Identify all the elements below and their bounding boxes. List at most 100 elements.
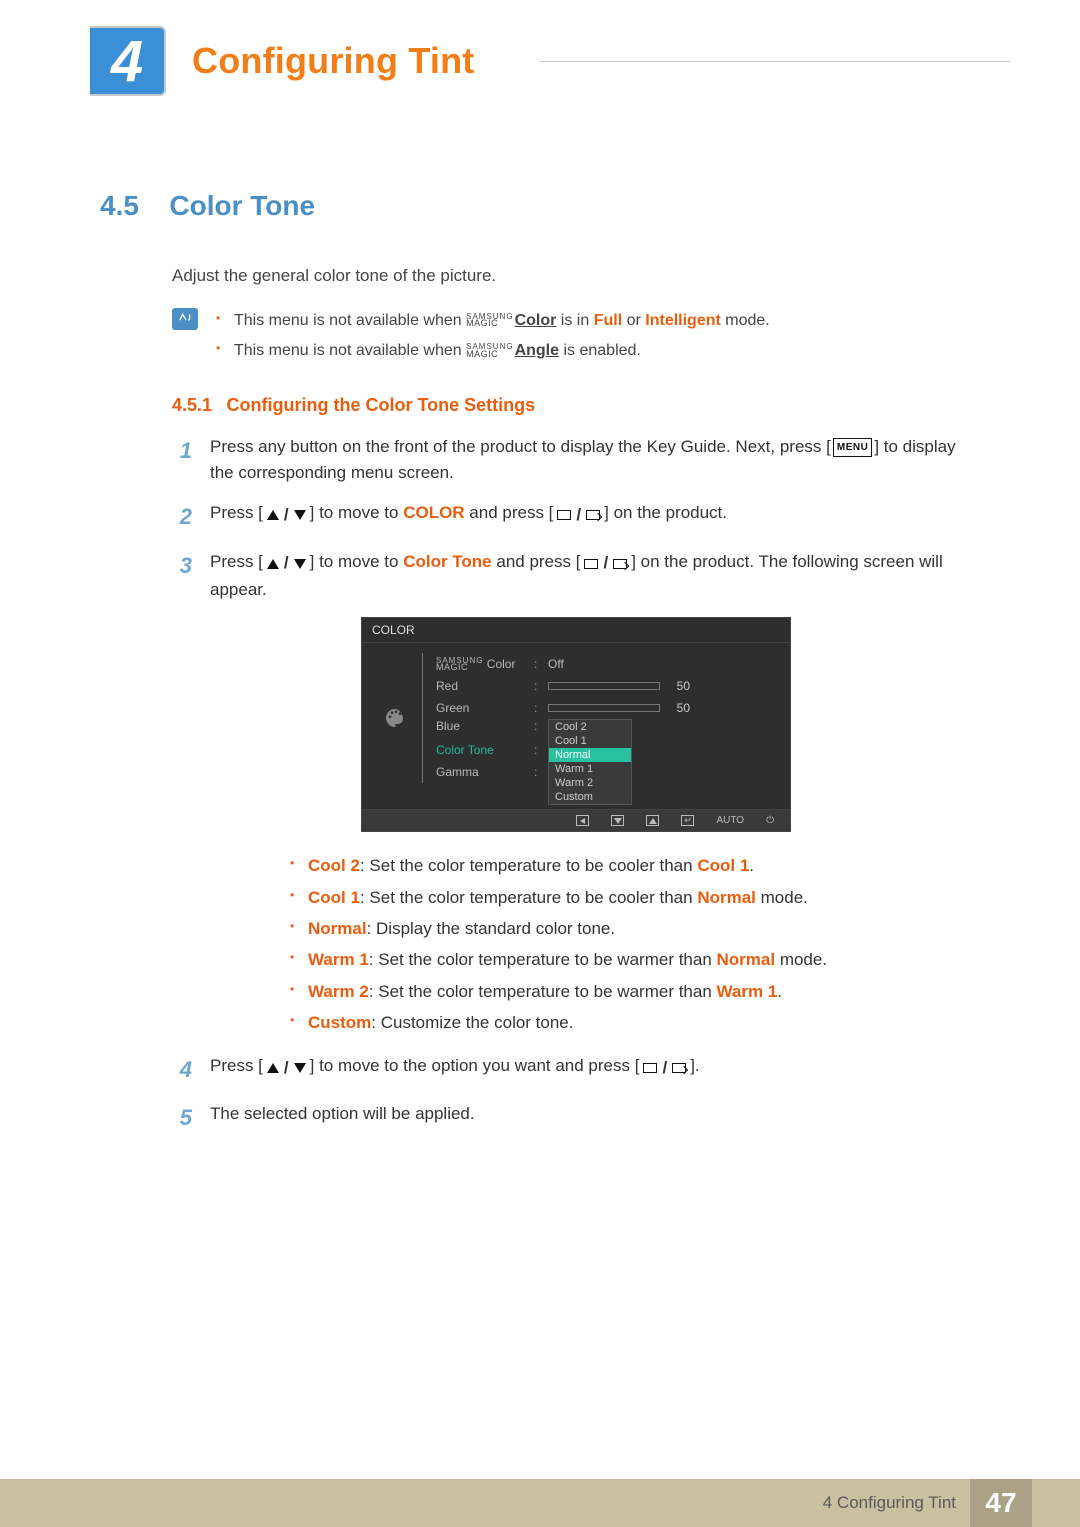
- bullet-text: mode.: [756, 888, 808, 907]
- osd-label-active: Color Tone: [436, 743, 528, 757]
- osd-row-red: Red : 50: [422, 675, 776, 697]
- bullet-text: : Set the color temperature to be warmer…: [369, 950, 717, 969]
- bullet-item: Normal: Display the standard color tone.: [290, 913, 980, 944]
- bullet-item: Warm 1: Set the color temperature to be …: [290, 944, 980, 975]
- osd-down-icon: [611, 815, 624, 826]
- osd-row-green: Green : 50: [422, 697, 776, 719]
- chapter-number-badge: 4: [90, 26, 166, 96]
- osd-label: Red: [436, 679, 528, 693]
- bullet-text: : Customize the color tone.: [371, 1013, 573, 1032]
- page-content: 4.5 Color Tone Adjust the general color …: [100, 190, 980, 1149]
- osd-enter-icon: ↵: [681, 815, 694, 826]
- bullet-text: .: [777, 982, 782, 1001]
- step-text: and press [: [465, 503, 554, 522]
- step-text: Press [: [210, 1056, 263, 1075]
- section-heading: 4.5 Color Tone: [100, 190, 980, 222]
- osd-row-blue: Blue : Cool 2Cool 1NormalWarm 1Warm 2Cus…: [422, 719, 776, 741]
- osd-option: Warm 1: [549, 762, 631, 776]
- step-number: 2: [172, 500, 192, 534]
- select-enter-icon: /: [557, 502, 600, 528]
- page-number: 47: [970, 1479, 1032, 1527]
- osd-row-magic: SAMSUNGMAGIC Color : Off: [422, 653, 776, 675]
- step-item: 3 Press [/] to move to Color Tone and pr…: [172, 549, 980, 604]
- chapter-header: 4 Configuring Tint: [0, 26, 1080, 96]
- bullet-text: mode.: [775, 950, 827, 969]
- bullet-text: : Set the color temperature to be cooler…: [360, 888, 697, 907]
- magic-word: Angle: [515, 342, 559, 359]
- up-down-icon: /: [267, 1055, 306, 1081]
- osd-slider: [548, 682, 660, 690]
- note-text: is in: [556, 312, 593, 329]
- up-down-icon: /: [267, 550, 306, 576]
- osd-label: Blue: [436, 719, 528, 733]
- bullet-label: Warm 1: [308, 950, 369, 969]
- osd-title: COLOR: [362, 618, 790, 643]
- samsung-magic-label: SAMSUNGMAGIC: [466, 314, 513, 328]
- osd-option: Custom: [549, 790, 631, 804]
- footer-text: 4 Configuring Tint: [823, 1493, 970, 1513]
- bullet-text: : Display the standard color tone.: [367, 919, 616, 938]
- note-text: This menu is not available when: [234, 312, 466, 329]
- step-text: and press [: [492, 552, 581, 571]
- step-text: Press [: [210, 503, 263, 522]
- bullet-label: Normal: [308, 919, 367, 938]
- step-number: 4: [172, 1053, 192, 1087]
- bullet-ref: Cool 1: [697, 856, 749, 875]
- bullet-text: : Set the color temperature to be cooler…: [360, 856, 697, 875]
- step-text: ] on the product.: [604, 503, 727, 522]
- note-text: mode.: [721, 312, 770, 329]
- header-divider: [540, 61, 1010, 62]
- section-title: Color Tone: [169, 190, 315, 221]
- chapter-title: Configuring Tint: [192, 40, 474, 82]
- osd-auto-label: AUTO: [716, 815, 744, 826]
- section-number: 4.5: [100, 190, 139, 221]
- step-text: ] to move to: [310, 503, 404, 522]
- bullet-text: : Set the color temperature to be warmer…: [369, 982, 717, 1001]
- note-text: or: [622, 312, 645, 329]
- osd-label: Color: [483, 657, 515, 671]
- osd-footer: ↵ AUTO ⏻: [362, 809, 790, 831]
- note-icon: [172, 308, 198, 330]
- emphasis: Intelligent: [645, 312, 721, 329]
- menu-key-icon: MENU: [833, 438, 872, 458]
- emphasis: Full: [594, 312, 622, 329]
- step-text: ].: [690, 1056, 699, 1075]
- samsung-magic-label: SAMSUNGMAGIC: [466, 344, 513, 358]
- palette-icon: [381, 706, 409, 730]
- step-text: Press any button on the front of the pro…: [210, 437, 831, 456]
- osd-slider: [548, 704, 660, 712]
- step-text: ] to move to the option you want and pre…: [310, 1056, 640, 1075]
- option-bullets: Cool 2: Set the color temperature to be …: [290, 850, 980, 1039]
- bullet-item: Cool 1: Set the color temperature to be …: [290, 882, 980, 913]
- note-item: This menu is not available when SAMSUNGM…: [216, 336, 770, 366]
- bullet-ref: Warm 1: [717, 982, 778, 1001]
- select-enter-icon: /: [584, 550, 627, 576]
- step-item: 5 The selected option will be applied.: [172, 1101, 980, 1135]
- emphasis: COLOR: [403, 503, 464, 522]
- osd-back-icon: [576, 815, 589, 826]
- select-enter-icon: /: [643, 1055, 686, 1081]
- note-text: This menu is not available when: [234, 342, 466, 359]
- section-description: Adjust the general color tone of the pic…: [172, 266, 980, 286]
- step-text: The selected option will be applied.: [210, 1101, 980, 1135]
- bullet-label: Custom: [308, 1013, 371, 1032]
- bullet-item: Cool 2: Set the color temperature to be …: [290, 850, 980, 881]
- osd-value: 50: [666, 701, 690, 715]
- bullet-item: Custom: Customize the color tone.: [290, 1007, 980, 1038]
- note-text: is enabled.: [559, 342, 641, 359]
- step-text: Press [: [210, 552, 263, 571]
- bullet-label: Cool 2: [308, 856, 360, 875]
- step-number: 3: [172, 549, 192, 604]
- magic-word: Color: [515, 312, 557, 329]
- page-footer: 4 Configuring Tint 47: [0, 1479, 1080, 1527]
- subsection-number: 4.5.1: [172, 395, 212, 415]
- subsection-title: Configuring the Color Tone Settings: [227, 395, 536, 415]
- note-item: This menu is not available when SAMSUNGM…: [216, 306, 770, 336]
- subsection-heading: 4.5.1 Configuring the Color Tone Setting…: [172, 395, 980, 416]
- osd-value: 50: [666, 679, 690, 693]
- osd-label: Green: [436, 701, 528, 715]
- step-item: 2 Press [ / ] to move to COLOR and press […: [172, 500, 980, 534]
- step-item: 1 Press any button on the front of the p…: [172, 434, 980, 487]
- bullet-ref: Normal: [697, 888, 756, 907]
- bullet-ref: Normal: [717, 950, 776, 969]
